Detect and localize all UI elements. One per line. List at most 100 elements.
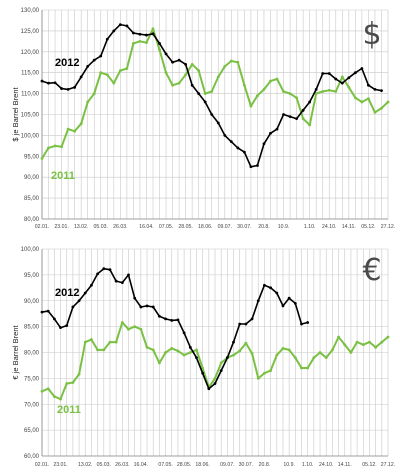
y-tick-label: 65,00: [24, 428, 40, 434]
data-point-2011: [170, 346, 174, 350]
data-point-2012: [287, 296, 291, 300]
data-point-2012: [360, 67, 364, 70]
data-point-2012: [263, 283, 266, 287]
x-tick-label: 16.04.: [134, 462, 148, 468]
y-tick-label: 125,00: [21, 29, 40, 35]
data-point-2012: [293, 301, 297, 305]
data-point-2011: [86, 100, 90, 104]
data-point-2011: [244, 341, 248, 345]
currency-symbol: €: [362, 253, 381, 288]
data-point-2011: [171, 83, 174, 87]
data-point-2011: [79, 122, 83, 126]
data-point-2012: [327, 72, 331, 75]
data-point-2011: [139, 327, 143, 331]
data-point-2011: [318, 351, 322, 354]
data-point-2012: [105, 37, 109, 41]
data-point-2012: [102, 267, 106, 271]
data-point-2012: [170, 319, 174, 322]
y-tick-label: 70,00: [24, 402, 40, 408]
series-2011: 2011: [40, 27, 390, 182]
data-point-2012: [219, 369, 223, 373]
data-point-2012: [295, 117, 299, 121]
data-point-2012: [210, 113, 214, 116]
data-point-2012: [158, 42, 161, 45]
data-point-2011: [203, 92, 207, 95]
data-point-2011: [90, 338, 93, 341]
data-point-2011: [236, 60, 240, 64]
data-point-2011: [145, 41, 148, 45]
data-point-2011: [177, 81, 181, 85]
x-tick-label: 23.01.: [54, 224, 68, 230]
y-tick-label: 90,00: [24, 175, 40, 181]
series-label-2012: 2012: [55, 287, 79, 299]
data-point-2011: [184, 73, 188, 77]
data-point-2011: [131, 42, 135, 45]
data-point-2012: [120, 281, 124, 285]
y-tick-label: 80,00: [24, 217, 40, 223]
data-point-2012: [201, 371, 205, 375]
data-point-2011: [355, 340, 359, 344]
data-point-2011: [353, 96, 357, 100]
data-point-2011: [262, 88, 266, 91]
data-point-2012: [171, 60, 174, 64]
data-point-2011: [360, 100, 364, 104]
x-tick-label: 27.12.: [381, 224, 395, 230]
series-label-2012: 2012: [55, 57, 79, 69]
data-point-2011: [250, 352, 254, 355]
x-tick-label: 20.8.: [259, 462, 271, 468]
data-point-2012: [242, 150, 246, 154]
data-point-2012: [203, 100, 207, 104]
data-point-2011: [99, 71, 103, 75]
data-point-2011: [343, 343, 347, 347]
x-tick-label: 1.10.: [304, 224, 316, 230]
data-point-2011: [256, 94, 259, 98]
data-point-2011: [368, 340, 371, 344]
data-point-2012: [353, 71, 357, 75]
data-point-2012: [138, 32, 142, 36]
y-tick-label: 120,00: [21, 50, 40, 56]
data-point-2011: [47, 146, 50, 150]
data-point-2011: [314, 92, 318, 95]
data-point-2012: [96, 272, 100, 276]
data-point-2011: [347, 85, 351, 89]
data-point-2011: [238, 349, 242, 353]
data-point-2011: [324, 356, 328, 360]
data-point-2011: [263, 371, 266, 375]
data-point-2012: [281, 304, 285, 308]
x-tick-label: 14.11.: [342, 224, 356, 230]
data-point-2012: [83, 291, 87, 295]
data-point-2011: [40, 389, 44, 393]
data-point-2012: [216, 121, 220, 125]
y-tick-label: 85,00: [24, 196, 40, 202]
data-point-2012: [282, 113, 285, 116]
data-point-2011: [92, 92, 96, 95]
data-point-2012: [86, 65, 90, 68]
x-tick-label: 13.02.: [78, 462, 92, 468]
data-point-2011: [60, 145, 63, 149]
data-point-2012: [213, 382, 217, 385]
x-tick-label: 07.05.: [159, 224, 173, 230]
data-point-2011: [105, 73, 109, 77]
data-point-2012: [262, 142, 266, 146]
data-point-2012: [73, 85, 77, 89]
series-line-2012: [41, 267, 308, 390]
data-point-2011: [256, 376, 260, 380]
data-point-2012: [256, 164, 259, 167]
data-point-2011: [219, 361, 223, 365]
data-point-2011: [380, 106, 383, 110]
y-tick-label: 110,00: [21, 92, 40, 98]
data-point-2012: [99, 54, 103, 58]
data-point-2012: [112, 29, 116, 33]
data-point-2011: [52, 395, 56, 398]
data-point-2011: [327, 88, 331, 92]
data-point-2011: [73, 129, 77, 133]
data-point-2012: [118, 23, 122, 27]
y-tick-label: 85,00: [24, 325, 40, 331]
x-tick-label: 20.8.: [258, 224, 270, 230]
x-tick-label: 26.03.: [115, 462, 129, 468]
x-tick-label: 02.01.: [35, 224, 49, 230]
data-point-2011: [275, 353, 279, 357]
data-point-2012: [269, 131, 272, 135]
data-point-2012: [125, 24, 129, 28]
x-tick-label: 24.10.: [319, 462, 333, 468]
